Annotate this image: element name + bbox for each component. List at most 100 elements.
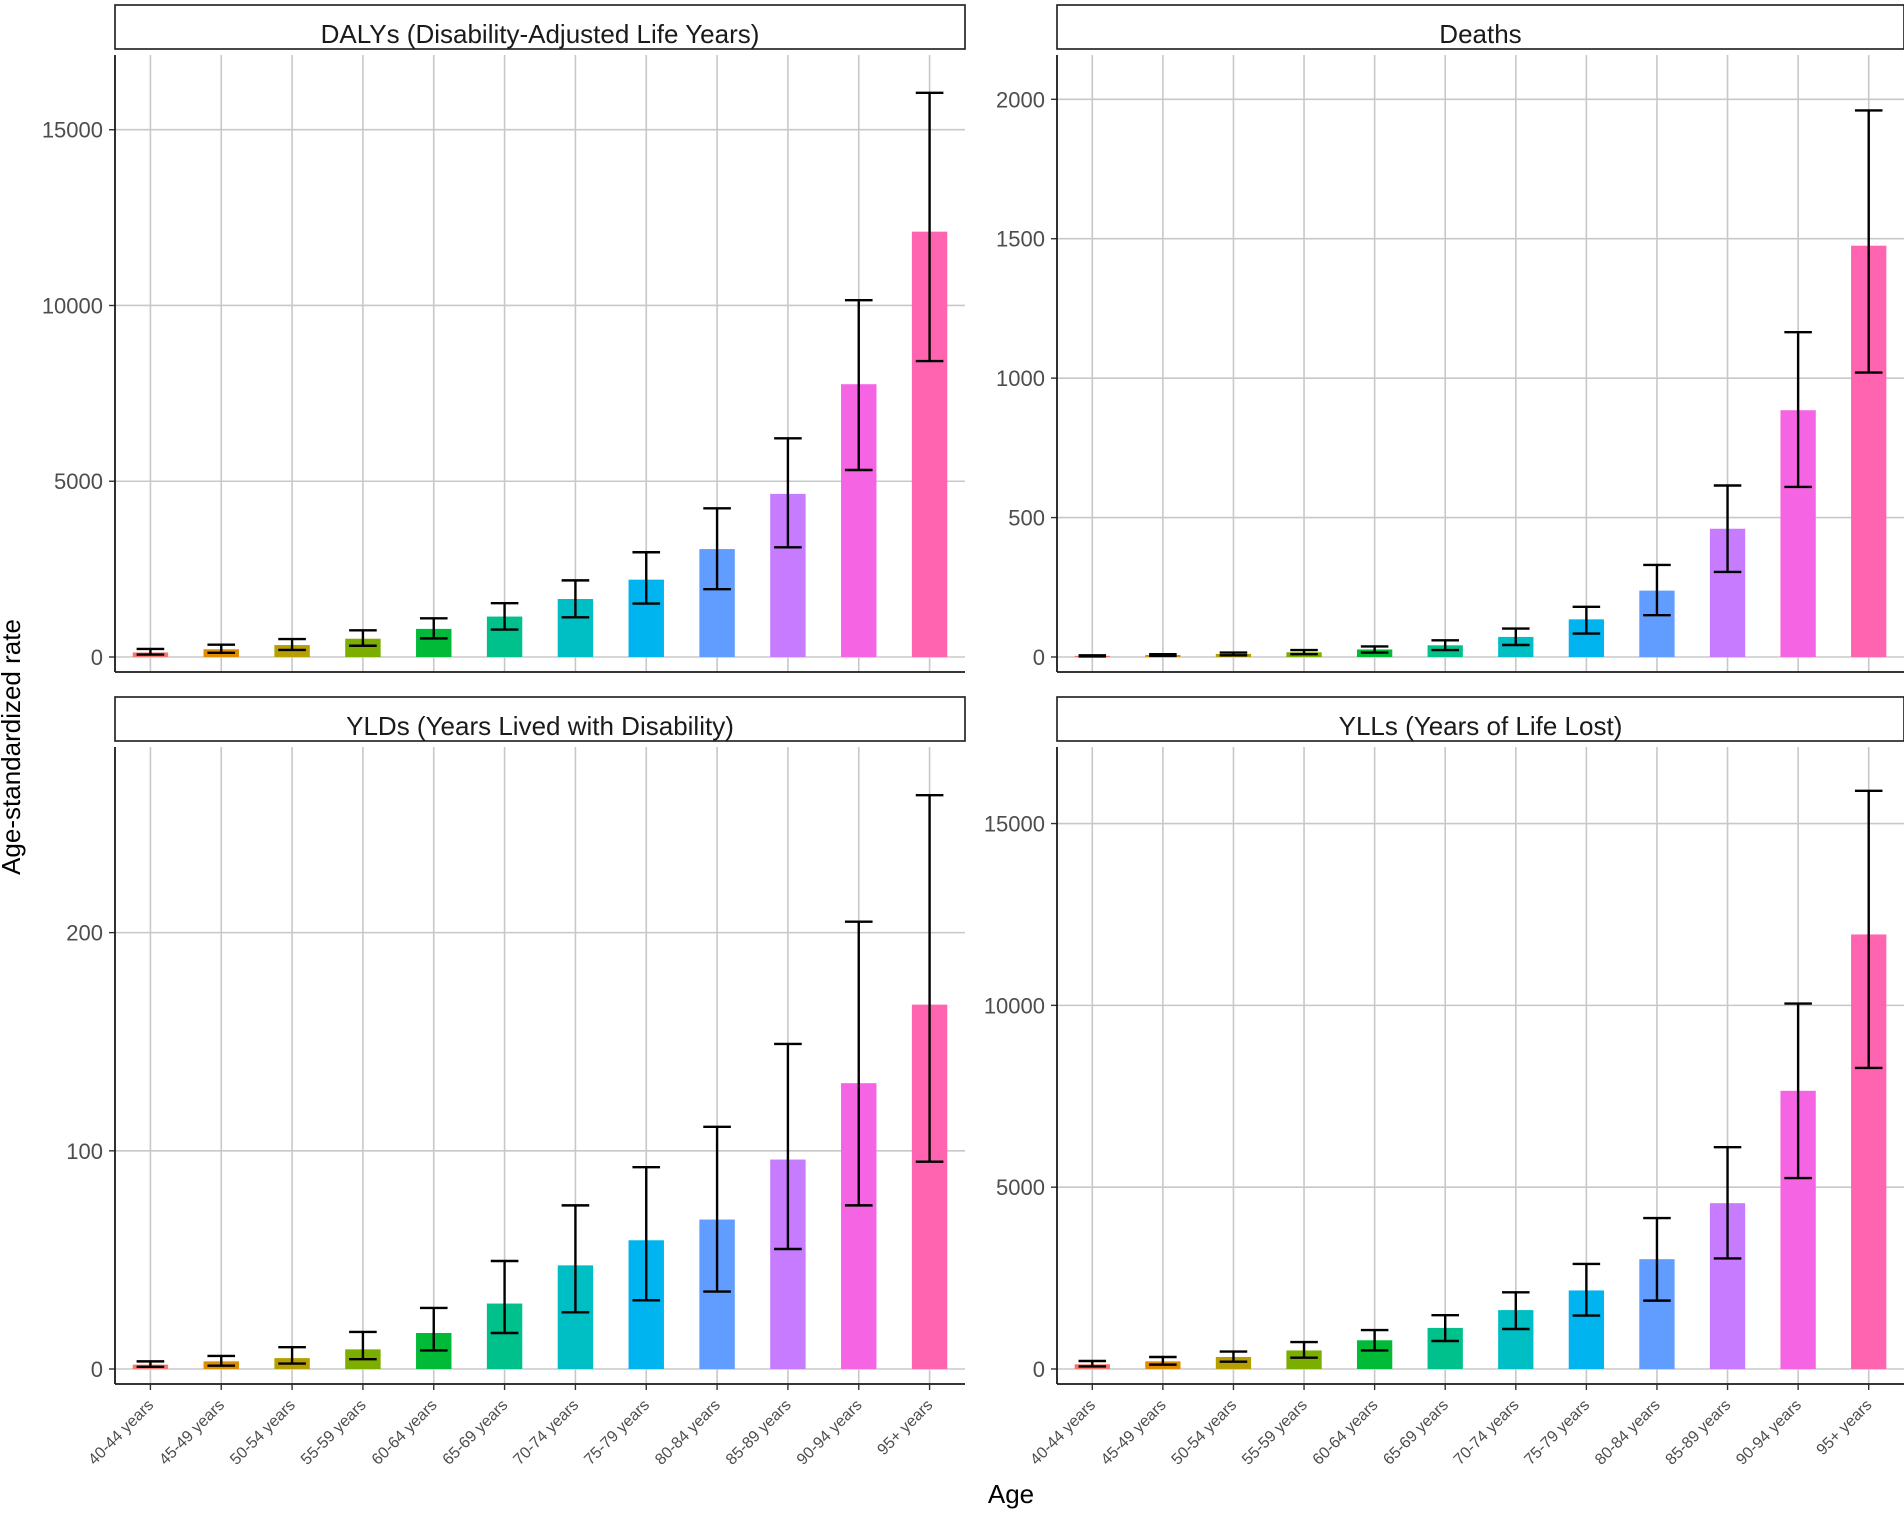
panel-4-errorbar-11 [1784,1002,1812,1180]
panel-1-errorbar-10 [774,437,802,549]
panel-1-errorbar-6 [490,602,519,631]
panel-4-errorbar-2 [1149,1355,1177,1366]
panel-4-errorbar-3 [1219,1350,1248,1363]
panel-4-xtick-label-1: 40-44 years [1027,1397,1099,1469]
panel-3-xtick-label-11: 90-94 years [794,1397,866,1469]
panel-3-errorbar-12 [915,793,944,1163]
panel-4-ytick-label-5000: 5000 [996,1175,1045,1200]
panel-2-errorbar-7 [1502,627,1530,647]
y-axis-title: Age-standardized rate [0,619,26,875]
panel-4-xtick-label-8: 75-79 years [1521,1397,1593,1469]
panel-1-errorbar-7 [561,579,590,619]
panel-3-xtick-label-3: 50-54 years [227,1397,299,1469]
panel-2-bar-7 [1498,636,1534,657]
panel-4-errorbar-7 [1502,1291,1530,1331]
panel-3-xtick-label-2: 45-49 years [156,1397,228,1469]
panel-4-ytick-label-0: 0 [1033,1357,1045,1382]
panel-4-xtick-label-2: 45-49 years [1098,1397,1170,1469]
panel-3-errorbar-6 [490,1259,519,1335]
panel-2-errorbar-8 [1572,605,1601,635]
panel-3-xtick-label-6: 65-69 years [440,1397,512,1469]
panel-3-errorbar-10 [774,1042,802,1251]
panel-1-errorbar-2 [207,643,236,654]
panel-1-errorbar-8 [632,551,661,605]
panel-1-ytick-label-0: 0 [91,645,103,670]
panel-1-ytick-label-15000: 15000 [42,118,103,143]
panel-4-errorbar-1 [1078,1359,1107,1368]
panel-1-errorbar-4 [349,629,377,647]
panel-3-xtick-label-4: 55-59 years [298,1397,370,1469]
panel-4-errorbar-9 [1643,1216,1671,1302]
panel-3: YLDs (Years Lived with Disability) 0 100 20… [66,696,966,1469]
panel-2-errorbar-3 [1219,651,1248,657]
panel-1: DALYs (Disability-Adjusted Life Years) 0 5… [42,4,966,673]
panel-3-ytick-label-200: 200 [66,921,103,946]
panel-2-errorbar-2 [1149,653,1177,658]
panel-1-ytick-label-5000: 5000 [54,469,103,494]
panel-3-errorbar-9 [703,1125,731,1293]
panel-3-errorbar-3 [278,1345,306,1365]
panel-4-errorbar-6 [1431,1313,1459,1343]
panel-4-ytick-label-10000: 10000 [984,993,1045,1018]
panel-3-errorbar-8 [632,1165,661,1302]
panel-3-ytick-label-100: 100 [66,1139,103,1164]
panel-2-ytick-label-1500: 1500 [996,227,1045,252]
panel-1-bar-4 [345,638,381,657]
panel-3-xtick-label-12: 95+ years [874,1397,936,1459]
panel-2-strip [1056,4,1904,50]
panel-1-strip [114,4,966,50]
panel-2-ytick-label-2000: 2000 [996,87,1045,112]
panel-4-xtick-label-4: 55-59 years [1239,1397,1311,1469]
panel-3-errorbar-7 [561,1204,590,1314]
panel-2-ytick-label-1000: 1000 [996,366,1045,391]
panel-4-xtick-label-10: 85-89 years [1663,1397,1735,1469]
panel-2-ytick-label-500: 500 [1008,506,1045,531]
panel-1-errorbar-11 [844,299,873,472]
panel-4-xtick-label-11: 90-94 years [1733,1397,1805,1469]
panel-2-errorbar-12 [1854,109,1883,374]
panel-1-errorbar-3 [278,637,306,652]
panel-3-ytick-label-0: 0 [91,1357,103,1382]
panel-3-errorbar-2 [207,1354,236,1367]
panel-2-errorbar-11 [1784,330,1812,489]
panel-4-xtick-label-12: 95+ years [1814,1397,1876,1459]
panel-4-xtick-label-5: 60-64 years [1310,1397,1382,1469]
panel-3-xtick-label-9: 80-84 years [652,1397,724,1469]
panel-4-title: YLLs (Years of Life Lost) [1339,711,1623,741]
panel-4-strip [1056,696,1904,742]
panel-4-errorbar-5 [1360,1328,1389,1352]
panel-3-errorbar-5 [419,1306,448,1352]
x-axis-title: Age [988,1479,1034,1509]
panel-2-errorbar-10 [1713,484,1742,574]
panel-3-xtick-label-8: 75-79 years [581,1397,653,1469]
panel-3-xtick-label-5: 60-64 years [369,1397,441,1469]
panel-3-xtick-label-1: 40-44 years [85,1397,157,1469]
panel-4-xtick-label-7: 70-74 years [1451,1397,1523,1469]
panel-4-xtick-label-6: 65-69 years [1380,1397,1452,1469]
panel-3-errorbar-1 [136,1360,165,1369]
panel-2-errorbar-1 [1078,654,1107,658]
panel-4-errorbar-10 [1713,1145,1742,1260]
panel-3-title: YLDs (Years Lived with Disability) [346,711,734,741]
panel-4-xtick-label-3: 50-54 years [1169,1397,1241,1469]
panel-4-ytick-label-15000: 15000 [984,812,1045,837]
panel-4-bar-3 [1215,1357,1252,1369]
panel-1-title: DALYs (Disability-Adjusted Life Years) [321,19,760,49]
panel-3-xtick-label-7: 70-74 years [510,1397,582,1469]
panel-1-errorbar-5 [419,617,448,640]
panel-2-errorbar-5 [1360,645,1389,654]
panel-2-errorbar-4 [1290,648,1318,656]
panel-4-xtick-label-9: 80-84 years [1592,1397,1664,1469]
panel-3-strip [114,696,966,742]
panel-3-xtick-label-10: 85-89 years [723,1397,795,1469]
panel-2-title: Deaths [1439,19,1521,49]
panel-1-ytick-label-10000: 10000 [42,293,103,318]
panel-1-errorbar-12 [915,91,944,363]
panel-4: YLLs (Years of Life Lost) 0 5000 10000 15000… [984,696,1904,1469]
panel-4-errorbar-8 [1572,1262,1601,1317]
panel-4-errorbar-4 [1290,1340,1318,1359]
panel-2-errorbar-6 [1431,639,1459,652]
panel-4-bar-4 [1286,1350,1322,1369]
panel-1-errorbar-9 [703,507,731,591]
panel-3-errorbar-11 [844,920,873,1207]
